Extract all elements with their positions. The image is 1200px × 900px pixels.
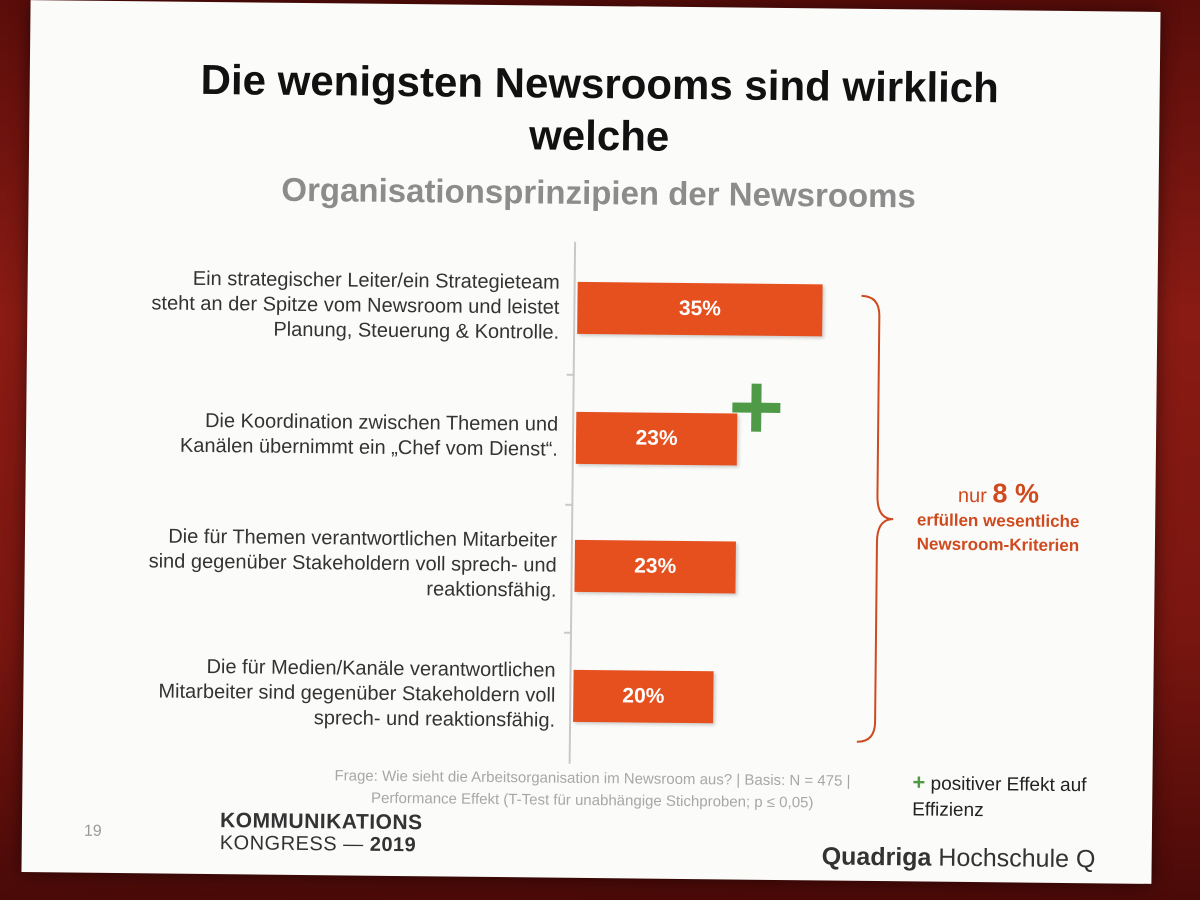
kommunikationskongress-logo: KOMMUNIKATIONS KONGRESS — 2019 [219,809,423,857]
bar: 23% [575,411,738,466]
legend-text-line-2: Effizienz [912,799,984,822]
logo-line-2-prefix: KONGRESS — [219,832,364,856]
logo-year: 2019 [369,833,417,857]
bar: 35% [577,281,823,337]
callout-line-2: erfüllen wesentliche [916,510,1080,532]
legend-text-line-1: positiver Effekt auf [930,773,1087,797]
bar-value-label: 20% [622,684,665,708]
category-label-line: Mitarbeiter sind gegenüber Stakeholdern … [158,679,556,707]
bar: 23% [574,539,736,594]
slide-title: Die wenigsten Newsrooms sind wirklich we… [200,55,1000,160]
callout-line-3: Newsroom-Kriterien [916,534,1080,556]
callout-prefix: nur [957,484,987,508]
category-label: Ein strategischer Leiter/ein Strategiete… [107,265,560,345]
category-label-line: Kanälen übernimmt ein „Chef vom Dienst“. [179,434,559,461]
quadriga-hochschule-logo: Quadriga Hochschule Q [822,842,1096,874]
category-label-line: sprech- und reaktionsfähig. [313,706,556,732]
brace-icon [856,294,894,743]
category-label: Die Koordination zwischen Themen und Kanä… [106,408,558,463]
callout-only-8-percent: nur 8 % erfüllen wesentliche Newsroom-Kr… [893,477,1104,558]
plus-icon [732,383,781,432]
category-label-line: sind gegenüber Stakeholdern voll sprech-… [148,549,557,577]
axis-tick [565,503,574,506]
logo-quadriga: Quadriga [821,842,932,872]
bar-value-label: 23% [634,554,677,578]
logo-q-mark: Q [1075,845,1096,874]
category-label: Die für Themen verantwortlichen Mitarbei… [104,523,558,603]
page-number: 19 [83,822,102,840]
legend-plus-icon: + [912,769,926,795]
category-label-line: Planung, Steuerung & Kontrolle. [273,318,560,344]
axis-tick [563,631,573,634]
bar-value-label: 35% [678,296,722,321]
category-label-line: reaktionsfähig. [426,577,557,602]
slide-subtitle: Organisationsprinzipien der Newsrooms [281,170,917,215]
bar-chart: Ein strategischer Leiter/ein Strategiete… [31,0,1161,764]
bar-value-label: 23% [635,426,678,450]
bar: 20% [573,669,714,724]
category-label: Die für Medien/Kanäle verantwortlichen Mi… [103,653,556,733]
legend: + positiver Effekt auf Effizienz [912,769,1133,825]
slide: Die wenigsten Newsrooms sind wirklich we… [21,0,1161,884]
category-label-line: steht an der Spitze vom Newsroom und lei… [151,291,560,319]
footnote: Frage: Wie sieht die Arbeitsorganisation… [272,765,912,816]
logo-line-1: KOMMUNIKATIONS [219,809,423,835]
axis-tick [566,373,575,376]
callout-value: 8 % [992,478,1040,509]
logo-hochschule: Hochschule [938,843,1070,874]
